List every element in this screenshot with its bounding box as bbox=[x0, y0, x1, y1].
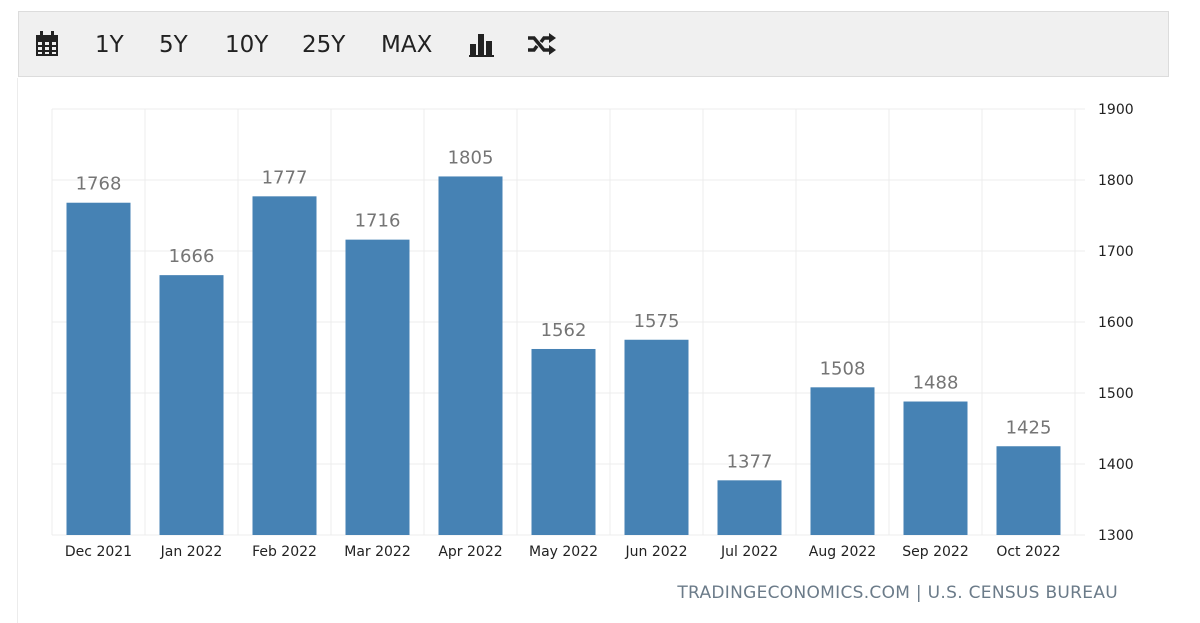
bar-value-label: 1805 bbox=[448, 147, 494, 168]
bar-value-label: 1425 bbox=[1006, 417, 1052, 438]
x-tick-label: Sep 2022 bbox=[902, 544, 968, 560]
range-1y-button[interactable]: 1Y bbox=[95, 32, 124, 58]
y-tick-label: 1800 bbox=[1098, 173, 1134, 189]
bar bbox=[159, 275, 224, 535]
y-tick-label: 1700 bbox=[1098, 244, 1134, 260]
bar bbox=[810, 387, 875, 535]
bar bbox=[717, 480, 782, 535]
chart-toolbar: 1Y 5Y 10Y 25Y MAX bbox=[18, 11, 1169, 77]
bar-value-label: 1377 bbox=[727, 451, 773, 472]
y-tick-label: 1300 bbox=[1098, 528, 1134, 544]
x-tick-label: Mar 2022 bbox=[344, 544, 411, 560]
y-tick-label: 1500 bbox=[1098, 386, 1134, 402]
calendar-icon[interactable] bbox=[35, 31, 59, 61]
bar-value-label: 1575 bbox=[634, 311, 680, 332]
bar bbox=[438, 176, 503, 535]
y-tick-label: 1600 bbox=[1098, 315, 1134, 331]
bar bbox=[624, 339, 689, 535]
bar bbox=[996, 446, 1061, 535]
bar-value-label: 1666 bbox=[169, 246, 215, 267]
bar-value-label: 1562 bbox=[541, 320, 587, 341]
bar-chart: 1300 1400 1500 1600 1700 1800 1900 1768 Dec 2021… bbox=[51, 102, 1134, 560]
bar-value-label: 1716 bbox=[355, 211, 401, 232]
bar-value-label: 1488 bbox=[913, 373, 959, 394]
x-tick-label: Apr 2022 bbox=[438, 544, 502, 560]
x-tick-label: Aug 2022 bbox=[809, 544, 876, 560]
bar bbox=[252, 196, 317, 535]
bar-value-label: 1508 bbox=[820, 358, 866, 379]
bar-value-label: 1768 bbox=[76, 174, 122, 195]
bar bbox=[66, 202, 131, 535]
x-tick-label: Jun 2022 bbox=[625, 544, 688, 560]
range-25y-button[interactable]: 25Y bbox=[302, 32, 346, 58]
range-max-button[interactable]: MAX bbox=[381, 32, 433, 58]
x-tick-label: Jan 2022 bbox=[160, 544, 223, 560]
y-tick-label: 1900 bbox=[1098, 102, 1134, 118]
x-tick-label: Jul 2022 bbox=[720, 544, 778, 560]
chart-area: 1300 1400 1500 1600 1700 1800 1900 1768 Dec 2021… bbox=[17, 78, 1170, 623]
bar-value-label: 1777 bbox=[262, 167, 308, 188]
range-10y-button[interactable]: 10Y bbox=[225, 32, 269, 58]
source-attribution[interactable]: TRADINGECONOMICS.COM | U.S. CENSUS BUREA… bbox=[677, 583, 1118, 603]
x-tick-label: Oct 2022 bbox=[996, 544, 1060, 560]
y-tick-label: 1400 bbox=[1098, 457, 1134, 473]
x-tick-label: May 2022 bbox=[529, 544, 598, 560]
bar bbox=[903, 401, 968, 535]
x-tick-label: Feb 2022 bbox=[252, 544, 317, 560]
range-5y-button[interactable]: 5Y bbox=[159, 32, 188, 58]
bar bbox=[345, 239, 410, 535]
bar bbox=[531, 348, 596, 535]
bar-chart-icon[interactable] bbox=[469, 32, 495, 62]
x-tick-label: Dec 2021 bbox=[65, 544, 132, 560]
shuffle-icon[interactable] bbox=[527, 33, 557, 59]
